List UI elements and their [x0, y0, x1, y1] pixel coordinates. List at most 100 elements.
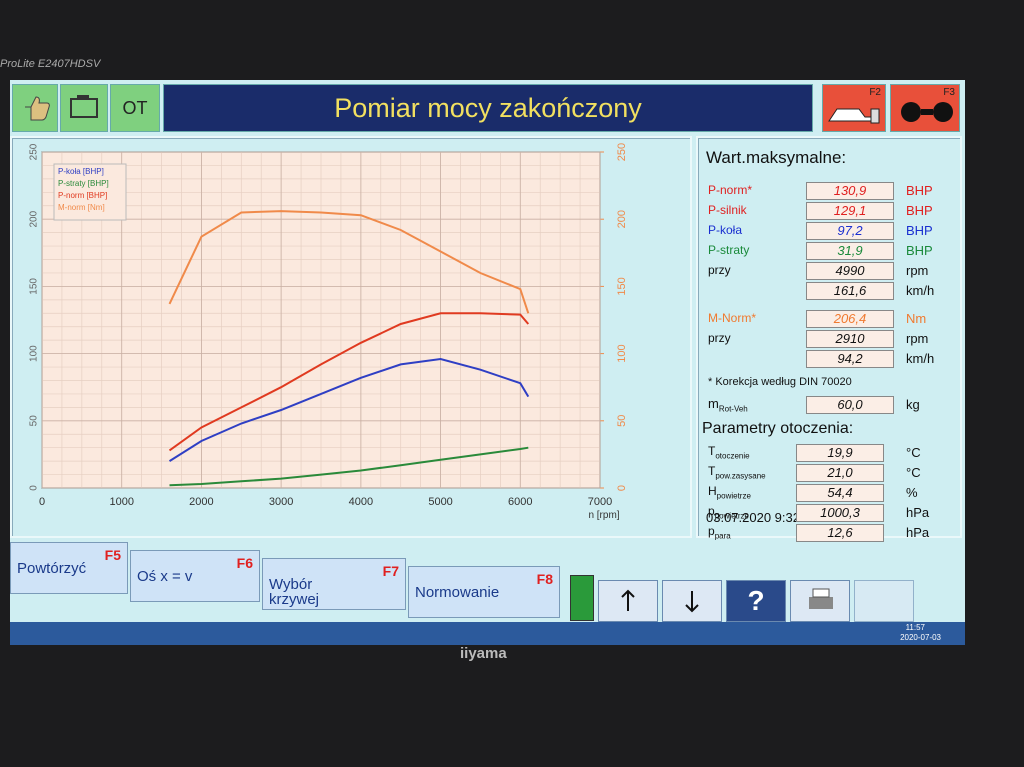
- f2-key: F2: [869, 87, 881, 98]
- env-unit: hPa: [906, 505, 930, 520]
- f3-key: F3: [943, 87, 955, 98]
- series-line: [168, 210, 530, 314]
- row-unit: km/h: [906, 283, 935, 298]
- up-button[interactable]: [598, 580, 658, 622]
- env-label: Hpowietrze: [708, 484, 751, 500]
- legend-entry: P-norm [BHP]: [58, 191, 107, 200]
- env-value: 21,0: [796, 464, 884, 482]
- row-unit: BHP: [906, 203, 933, 218]
- x-tick-label: 2000: [189, 496, 213, 508]
- row-value: 2910: [806, 330, 894, 348]
- env-unit: °C: [906, 465, 921, 480]
- disk-button[interactable]: [854, 580, 914, 622]
- function-button[interactable]: Wybór krzywej F7: [262, 558, 406, 610]
- y-tick-label: 150: [29, 278, 40, 295]
- row-label: przy: [708, 263, 731, 277]
- function-button[interactable]: Powtórzyć F5: [10, 542, 128, 594]
- env-symbol: H: [708, 484, 717, 498]
- engine-icon: [70, 95, 98, 118]
- row-label: P-koła: [708, 223, 743, 237]
- mass-row: mRot-Veh 60,0 kg: [708, 396, 958, 415]
- env-symbol: T: [708, 464, 716, 478]
- function-button[interactable]: Oś x = v F6: [130, 550, 260, 602]
- row-label: P-silnik: [708, 203, 747, 217]
- row-value: 206,4: [806, 310, 894, 328]
- button-key: F7: [382, 563, 399, 579]
- taskbar: 11:57 2020-07-03: [10, 622, 965, 645]
- y2-tick-label: 250: [616, 143, 628, 161]
- env-value: 1000,3: [796, 504, 884, 522]
- print-icon: [809, 588, 833, 609]
- x-tick-label: 5000: [428, 496, 452, 508]
- env-row: ppara 12,6 hPa: [708, 524, 958, 543]
- y2-tick-label: 0: [616, 485, 628, 491]
- f3-button[interactable]: F3: [890, 84, 960, 132]
- y-tick-label: 100: [29, 345, 40, 362]
- up-icon: [621, 589, 635, 611]
- env-sub: pow.zasysane: [715, 471, 766, 481]
- thumb-button[interactable]: [12, 84, 58, 132]
- f2-button[interactable]: F2: [822, 84, 886, 132]
- x-tick-label: 4000: [349, 496, 373, 508]
- y-tick-label: 250: [29, 143, 40, 160]
- env-symbol: p: [708, 524, 715, 538]
- x-tick-label: 7000: [588, 496, 612, 508]
- panel-title: Wart.maksymalne:: [706, 148, 847, 167]
- env-value: 12,6: [796, 524, 884, 542]
- button-key: F6: [236, 555, 253, 571]
- value-row: 94,2 km/h: [708, 350, 958, 369]
- row-value: 31,9: [806, 242, 894, 260]
- legend-entry: P-straty [BHP]: [58, 179, 109, 188]
- down-icon: [685, 591, 699, 613]
- taskbar-date: 2020-07-03: [900, 633, 941, 642]
- button-label: Oś x = v: [137, 568, 193, 585]
- row-unit: Nm: [906, 311, 927, 326]
- note: * Korekcja według DIN 70020: [708, 376, 852, 388]
- taskbar-time: 11:57: [905, 623, 925, 632]
- row-value: 129,1: [806, 202, 894, 220]
- env-label: ppowietrze: [708, 504, 749, 520]
- ot-button[interactable]: OT: [110, 84, 160, 132]
- button-key: F8: [536, 571, 553, 587]
- value-row: przy 2910 rpm: [708, 330, 958, 349]
- series-line: [168, 312, 530, 452]
- thumb-icon: [25, 96, 50, 121]
- car-icon: [828, 108, 880, 124]
- value-row: P-silnik 129,1 BHP: [708, 202, 958, 221]
- function-button[interactable]: Normowanie F8: [408, 566, 560, 618]
- x-tick-label: 0: [39, 496, 45, 508]
- row-label: P-straty: [708, 243, 750, 257]
- button-label: Wybór krzywej: [269, 576, 320, 608]
- env-label: Tpow.zasysane: [708, 464, 766, 480]
- value-row: P-norm* 130,9 BHP: [708, 182, 958, 201]
- y2-tick-label: 150: [616, 277, 628, 295]
- env-title: Parametry otoczenia:: [702, 420, 854, 437]
- series-line: [169, 446, 529, 487]
- row-value: 130,9: [806, 182, 894, 200]
- legend-box: [53, 163, 127, 221]
- y2-tick-label: 200: [616, 210, 628, 228]
- down-button[interactable]: [662, 580, 722, 622]
- date: 03.07.2020 9:32: [706, 510, 800, 525]
- row-unit: rpm: [906, 263, 929, 278]
- env-row: Totoczenie 19,9 °C: [708, 444, 958, 463]
- y-tick-label: 200: [29, 210, 40, 227]
- row-unit: BHP: [906, 183, 933, 198]
- engine-button[interactable]: [60, 84, 108, 132]
- row-value: 161,6: [806, 282, 894, 300]
- print-button[interactable]: [790, 580, 850, 622]
- env-label: ppara: [708, 524, 731, 540]
- help-button[interactable]: ?: [726, 580, 786, 622]
- mass-symbol: m: [708, 396, 719, 411]
- row-unit: BHP: [906, 223, 933, 238]
- monitor-brand: iiyama: [460, 645, 507, 662]
- button-label: Powtórzyć: [17, 560, 87, 577]
- row-unit: rpm: [906, 331, 929, 346]
- value-row: przy 4990 rpm: [708, 262, 958, 281]
- env-sub: powietrze: [714, 511, 749, 521]
- rollers-icon: [901, 102, 953, 122]
- series-line: [168, 357, 530, 462]
- env-label: Totoczenie: [708, 444, 750, 460]
- value-row: M-Norm* 206,4 Nm: [708, 310, 958, 329]
